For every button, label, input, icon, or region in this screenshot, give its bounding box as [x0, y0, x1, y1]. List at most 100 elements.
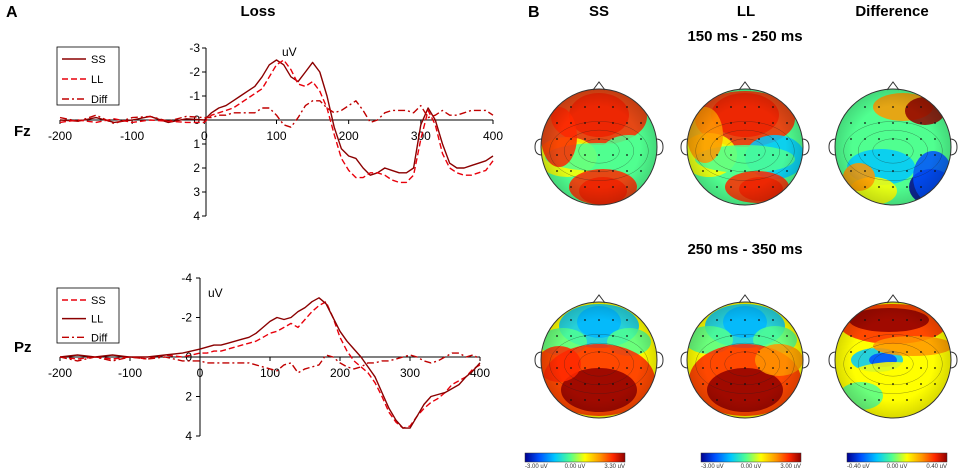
- nose-icon: [592, 81, 606, 91]
- fz-y-tick-label: 4: [193, 209, 200, 223]
- fz-x-tick-label: 100: [266, 129, 286, 143]
- colorbar-max-label: 3.30 uV: [604, 464, 625, 470]
- pz-y-tick-label: 4: [185, 429, 192, 443]
- fz-x-tick-label: -200: [48, 129, 72, 143]
- pz-x-tick-label: 300: [400, 366, 420, 380]
- fz-series-ll: [59, 59, 494, 184]
- time-window-1-label: 150 ms - 250 ms: [687, 28, 802, 45]
- topomap-shading: [835, 302, 951, 418]
- topomap-shading: [835, 89, 951, 205]
- topomap-1: [541, 89, 657, 205]
- pz-unit-label: uV: [208, 286, 223, 300]
- topomap-3: [835, 89, 951, 205]
- right-ear-icon: [801, 351, 810, 369]
- head-outline: [834, 88, 952, 206]
- pz-x-tick-label: -200: [48, 366, 72, 380]
- fz-legend-label-diff: Diff: [91, 94, 108, 106]
- fz-y-tick-label: 2: [193, 161, 200, 175]
- topomap-5: [687, 302, 803, 418]
- pz-y-tick-label: -4: [181, 271, 192, 285]
- column-title-ll: LL: [737, 3, 755, 20]
- fz-x-tick-label: 0: [201, 129, 208, 143]
- colorbar-1: [524, 452, 626, 463]
- pz-x-tick-label: 0: [197, 366, 204, 380]
- head-outline: [540, 88, 658, 206]
- panel-a-letter: A: [6, 4, 18, 21]
- colorbar-min-label: -3.00 uV: [525, 464, 548, 470]
- topomap-2: [687, 89, 803, 205]
- left-ear-icon: [680, 351, 689, 369]
- left-ear-icon: [534, 351, 543, 369]
- pz-x-tick-label: 100: [260, 366, 280, 380]
- right-ear-icon: [655, 351, 664, 369]
- topomap-6: [835, 302, 951, 418]
- left-ear-icon: [534, 138, 543, 156]
- topomap-4: [541, 302, 657, 418]
- pz-x-tick-label: -100: [118, 366, 142, 380]
- right-ear-icon: [801, 138, 810, 156]
- topomap-shading: [687, 302, 803, 418]
- pz-legend: [56, 287, 120, 344]
- time-window-2-label: 250 ms - 350 ms: [687, 241, 802, 258]
- colorbar-mid-label: 0.00 uV: [887, 464, 908, 470]
- colorbar-3: [846, 452, 948, 463]
- nose-icon: [738, 81, 752, 91]
- fz-erp-chart: -200 -100 0 100 200 300 400-3-2-101234uVFzSSLL…: [14, 41, 503, 223]
- pz-legend-label-diff: Diff: [91, 332, 108, 344]
- fz-legend-label-ss: SS: [91, 54, 106, 66]
- pz-y-tick-label: 0: [185, 350, 192, 364]
- right-ear-icon: [949, 138, 958, 156]
- fz-electrode-label: Fz: [14, 123, 31, 140]
- fz-y-tick-label: -3: [189, 41, 200, 55]
- colorbar-max-label: 0.40 uV: [926, 464, 947, 470]
- colorbar-mid-label: 0.00 uV: [741, 464, 762, 470]
- left-ear-icon: [828, 138, 837, 156]
- nose-icon: [738, 294, 752, 304]
- fz-legend-label-ll: LL: [91, 74, 103, 86]
- right-ear-icon: [655, 138, 664, 156]
- pz-electrode-label: Pz: [14, 339, 32, 356]
- colorbars: -3.00 uV 0.00 uV 3.30 uV -3.00 uV 0.00 uV 3.0…: [524, 452, 948, 470]
- topomap-grid: [534, 81, 958, 419]
- fz-series-ss: [59, 59, 494, 176]
- nose-icon: [592, 294, 606, 304]
- fz-y-tick-label: -2: [189, 65, 200, 79]
- fz-x-tick-label: -100: [120, 129, 144, 143]
- pz-y-tick-label: 2: [185, 390, 192, 404]
- pz-x-tick-label: 200: [330, 366, 350, 380]
- left-ear-icon: [680, 138, 689, 156]
- fz-y-tick-label: 3: [193, 185, 200, 199]
- colorbar-2: [700, 452, 802, 463]
- head-outline: [686, 88, 804, 206]
- pz-y-tick-label: -2: [181, 311, 192, 325]
- fz-x-tick-label: 200: [339, 129, 359, 143]
- pz-x-tick-label: 400: [470, 366, 490, 380]
- nose-icon: [886, 81, 900, 91]
- pz-series-ll: [59, 297, 481, 429]
- head-outline: [834, 301, 952, 419]
- panel-a-title: Loss: [240, 3, 275, 20]
- fz-x-tick-label: 400: [483, 129, 503, 143]
- topomap-shading: [541, 89, 657, 205]
- topomap-shading: [541, 302, 657, 418]
- topomap-shading: [687, 89, 803, 205]
- colorbar-min-label: -3.00 uV: [701, 464, 724, 470]
- left-ear-icon: [828, 351, 837, 369]
- colorbar-min-label: -0.40 uV: [847, 464, 870, 470]
- right-ear-icon: [949, 351, 958, 369]
- column-title-difference: Difference: [855, 3, 928, 20]
- panel-b-letter: B: [528, 4, 540, 21]
- pz-legend-label-ll: LL: [91, 314, 103, 326]
- colorbar-max-label: 3.00 uV: [780, 464, 801, 470]
- column-title-ss: SS: [589, 3, 609, 20]
- nose-icon: [886, 294, 900, 304]
- head-outline: [686, 301, 804, 419]
- fz-unit-label: uV: [282, 45, 297, 59]
- fz-y-tick-label: -1: [189, 89, 200, 103]
- pz-legend-label-ss: SS: [91, 295, 106, 307]
- fz-legend: [56, 46, 120, 106]
- fz-series-diff: [59, 100, 494, 128]
- head-outline: [540, 301, 658, 419]
